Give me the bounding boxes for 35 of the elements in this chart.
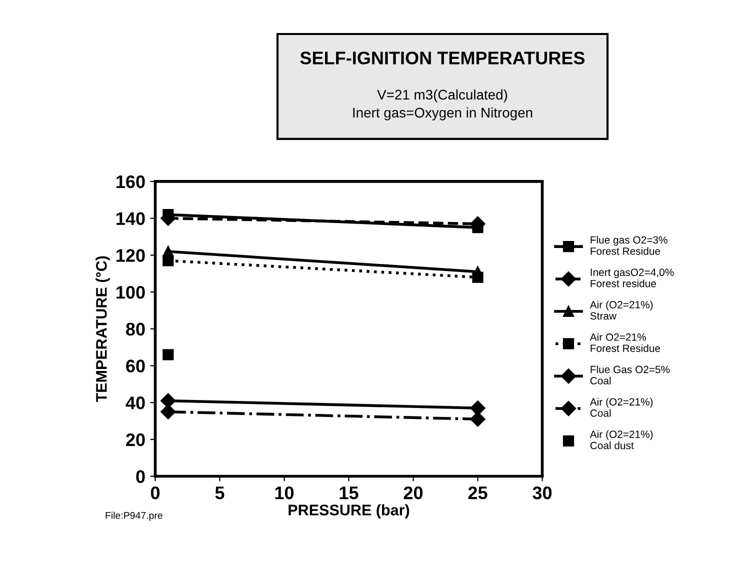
x-tick-label: 5 — [215, 486, 224, 500]
y-tick-label: 40 — [126, 396, 145, 410]
y-tick-label: 0 — [136, 470, 145, 483]
y-tick-label: 80 — [126, 322, 145, 336]
text: File:P947.pre — [106, 512, 162, 521]
point — [470, 412, 486, 427]
y-axis-title: TEMPERATURE (°C) — [96, 256, 110, 402]
point — [160, 393, 176, 408]
legend-label: Flue Gas O2=5% Coal — [590, 366, 670, 384]
y-tick-label: 140 — [116, 212, 145, 226]
y-tick-label: 20 — [126, 433, 145, 446]
x-tick-label: 30 — [532, 486, 552, 500]
x-axis-title: PRESSURE (bar) — [288, 504, 410, 518]
legend-label: Air (O2=21%) Straw — [590, 300, 653, 320]
y-tick-label: 160 — [116, 175, 145, 188]
x-tick-label: 0 — [150, 486, 160, 500]
legend-label: Inert gasO2=4,0% Forest residue — [590, 268, 674, 288]
x-tick-label: 15 — [340, 486, 358, 500]
legend-label: Flue gas O2=3% Forest Residue — [590, 236, 668, 255]
legend-label: Air (O2=21%) Coal dust — [590, 430, 653, 450]
chart-subtitle: V=21 m3(Calculated) Inert gas=Oxygen in Nitrogen — [353, 89, 532, 120]
x-tick-label: 10 — [275, 486, 294, 500]
x-tick-label: 20 — [404, 486, 423, 500]
legend-label: Air (O2=21%) Coal — [590, 398, 653, 417]
legend-label: Air O2=21% Forest Residue — [590, 333, 660, 352]
point — [472, 266, 484, 278]
chart-title: SELF-IGNITION TEMPERATURES — [300, 52, 585, 64]
point — [162, 246, 174, 258]
x-tick-label: 25 — [468, 486, 488, 500]
point — [162, 349, 174, 360]
y-tick-label: 120 — [116, 249, 145, 262]
y-tick-label: 100 — [116, 286, 145, 299]
y-tick-label: 60 — [126, 360, 145, 372]
point — [160, 404, 176, 420]
point — [470, 400, 486, 416]
